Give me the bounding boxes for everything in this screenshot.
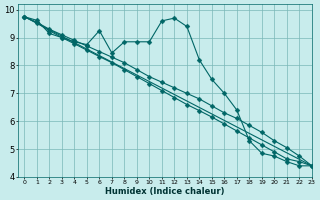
X-axis label: Humidex (Indice chaleur): Humidex (Indice chaleur) (105, 187, 225, 196)
